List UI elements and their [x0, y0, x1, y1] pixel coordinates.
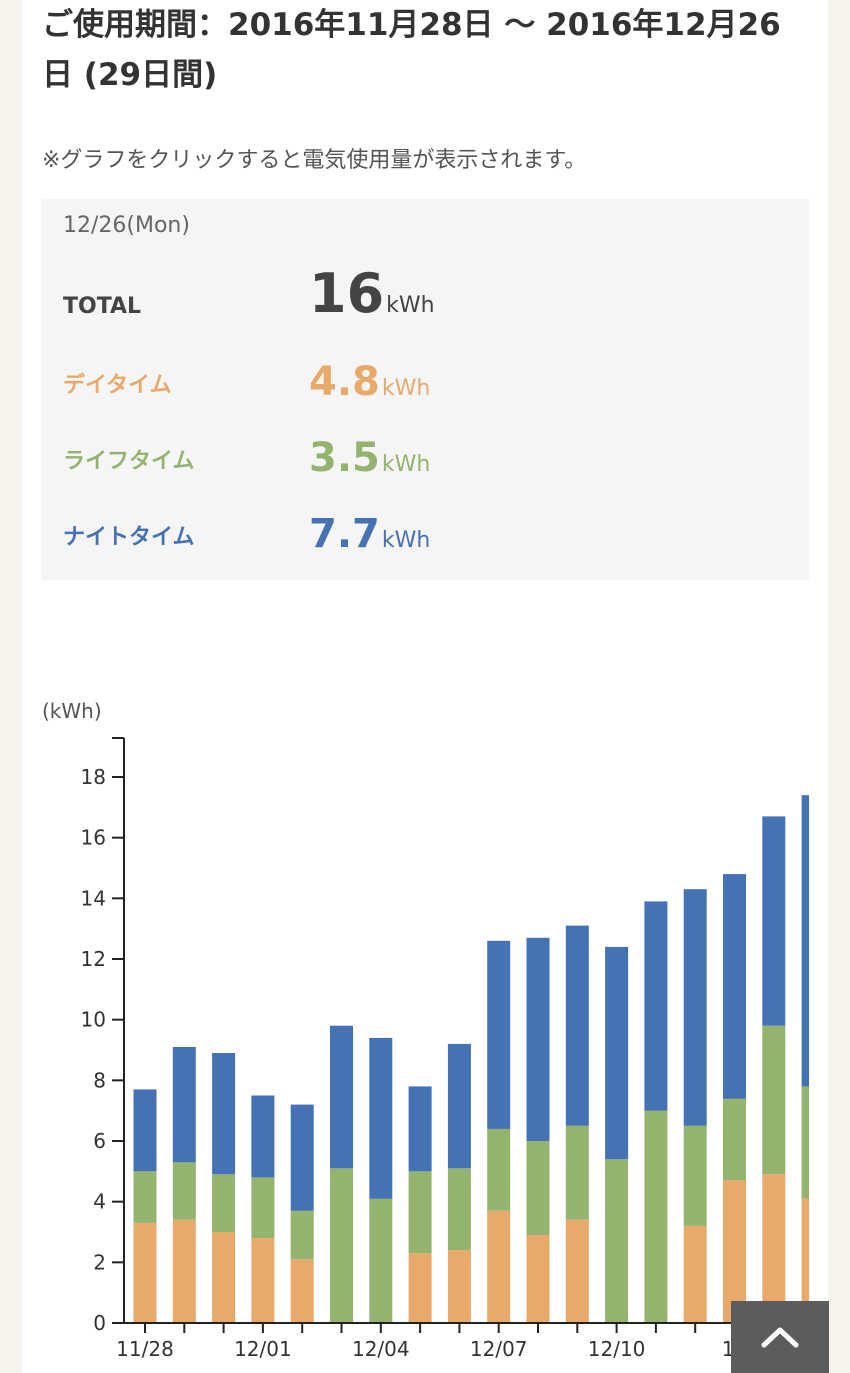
bar-12-01-s0[interactable]: [251, 1238, 275, 1323]
bar-12-15-s1[interactable]: [801, 1086, 825, 1199]
bar-12-08-s2[interactable]: [526, 937, 550, 1141]
bar-12-12-s0[interactable]: [683, 1225, 707, 1323]
usage-chart[interactable]: (kWh) 0 2 4 6 8 10 12 14 16 18 11/28 12/01 12/04 12/0…: [0, 690, 850, 1373]
bar-12-06-s0[interactable]: [447, 1250, 471, 1323]
bar-12-08-s0[interactable]: [526, 1235, 550, 1323]
bar-12-11-s1[interactable]: [644, 1110, 668, 1323]
usage-chart-svg[interactable]: (kWh) 0 2 4 6 8 10 12 14 16 18 11/28 12/01 12/04 12/0…: [0, 690, 850, 1373]
daytime-value: 4.8kWh: [309, 359, 430, 405]
bar-12-07-s2[interactable]: [487, 940, 511, 1129]
selected-date: 12/26(Mon): [63, 213, 190, 238]
y-tick-label-4: 4: [93, 1190, 106, 1214]
total-label: TOTAL: [63, 294, 142, 319]
total-number: 16: [309, 262, 385, 325]
bar-12-04-s1[interactable]: [369, 1198, 393, 1323]
x-tick-label-11-28: 11/28: [116, 1337, 174, 1361]
bar-11-28-s1[interactable]: [133, 1171, 157, 1223]
bar-12-09-s0[interactable]: [565, 1219, 589, 1323]
bar-12-13-s2[interactable]: [723, 874, 746, 1099]
bar-12-13-s1[interactable]: [723, 1098, 746, 1181]
lifetime-row: ライフタイム 3.5kWh: [63, 425, 783, 485]
bar-12-11-s2[interactable]: [644, 901, 668, 1111]
bar-12-14-s2[interactable]: [762, 816, 786, 1026]
bar-12-02-s2[interactable]: [290, 1104, 314, 1211]
y-tick-label-6: 6: [93, 1129, 106, 1153]
y-tick-label-14: 14: [81, 886, 106, 910]
y-tick-label-12: 12: [81, 947, 106, 971]
daytime-label: デイタイム: [63, 373, 172, 398]
bar-12-02-s0[interactable]: [290, 1259, 314, 1323]
y-tick-label-2: 2: [93, 1250, 106, 1274]
bar-12-07-s0[interactable]: [487, 1210, 511, 1323]
bar-12-01-s1[interactable]: [251, 1177, 275, 1239]
bar-12-05-s0[interactable]: [408, 1253, 432, 1323]
usage-summary-panel: 12/26(Mon) TOTAL 16kWh デイタイム 4.8kWh ライフタ…: [41, 199, 809, 580]
bar-12-14-s1[interactable]: [762, 1025, 786, 1175]
y-axis-label: (kWh): [42, 699, 102, 723]
x-tick-label-12-07: 12/07: [470, 1337, 528, 1361]
bar-12-01-s2[interactable]: [251, 1095, 275, 1178]
bar-11-29-s1[interactable]: [172, 1162, 196, 1220]
bar-11-29-s0[interactable]: [172, 1219, 196, 1323]
y-tick-label-18: 18: [81, 765, 106, 789]
bar-11-30-s0[interactable]: [212, 1232, 236, 1323]
bar-12-03-s1[interactable]: [330, 1168, 353, 1323]
bar-11-30-s1[interactable]: [212, 1174, 236, 1232]
nighttime-unit: kWh: [381, 528, 431, 553]
total-value: 16kWh: [309, 262, 435, 325]
y-tick-label-16: 16: [81, 826, 106, 850]
bars-group[interactable]: [133, 795, 825, 1323]
axes-group: 0 2 4 6 8 10 12 14 16 18 11/28 12/01 12/04 12/07 12/10…: [81, 737, 815, 1361]
nighttime-row: ナイトタイム 7.7kWh: [63, 501, 783, 561]
bar-11-29-s2[interactable]: [172, 1047, 196, 1163]
lifetime-number: 3.5: [309, 435, 380, 481]
chart-click-note: ※グラフをクリックすると電気使用量が表示されます。: [42, 148, 587, 173]
bar-12-12-s2[interactable]: [683, 889, 707, 1126]
daytime-row: デイタイム 4.8kWh: [63, 349, 783, 409]
bar-12-13-s0[interactable]: [723, 1180, 746, 1323]
bar-12-07-s1[interactable]: [487, 1128, 511, 1211]
lifetime-unit: kWh: [381, 452, 431, 477]
bar-12-10-s1[interactable]: [605, 1159, 629, 1323]
bar-12-04-s2[interactable]: [369, 1037, 393, 1199]
bar-12-09-s1[interactable]: [565, 1125, 589, 1220]
x-tick-label-12-04: 12/04: [352, 1337, 410, 1361]
nighttime-number: 7.7: [309, 511, 380, 557]
bar-11-30-s2[interactable]: [212, 1053, 236, 1175]
bar-12-12-s1[interactable]: [683, 1125, 707, 1226]
y-tick-label-10: 10: [81, 1008, 106, 1032]
bar-12-05-s2[interactable]: [408, 1086, 432, 1172]
bar-12-15-s2[interactable]: [801, 795, 825, 1087]
lifetime-label: ライフタイム: [63, 449, 195, 474]
total-unit: kWh: [386, 293, 435, 318]
usage-period-title: ご使用期間：2016年11月28日 〜 2016年12月26日 (29日間): [42, 7, 781, 93]
bar-11-28-s0[interactable]: [133, 1222, 157, 1323]
nighttime-value: 7.7kWh: [309, 511, 430, 557]
y-tick-label-8: 8: [93, 1068, 106, 1092]
bar-12-03-s2[interactable]: [330, 1025, 353, 1169]
lifetime-value: 3.5kWh: [309, 435, 430, 481]
x-tick-label-12-10: 12/10: [588, 1337, 646, 1361]
nighttime-label: ナイトタイム: [63, 525, 195, 550]
back-to-top-button[interactable]: [731, 1301, 829, 1373]
bar-12-06-s2[interactable]: [447, 1043, 471, 1169]
chevron-up-icon: [761, 1327, 799, 1348]
total-row: TOTAL 16kWh: [63, 262, 783, 329]
x-tick-label-12-01: 12/01: [234, 1337, 292, 1361]
bar-12-15-s0[interactable]: [801, 1198, 825, 1323]
bar-12-02-s1[interactable]: [290, 1210, 314, 1260]
bar-12-09-s2[interactable]: [565, 925, 589, 1126]
bar-12-10-s2[interactable]: [605, 946, 629, 1160]
daytime-unit: kWh: [381, 376, 431, 401]
y-tick-label-0: 0: [93, 1311, 106, 1335]
bar-12-08-s1[interactable]: [526, 1141, 550, 1235]
bar-12-05-s1[interactable]: [408, 1171, 432, 1254]
bar-12-06-s1[interactable]: [447, 1168, 471, 1251]
bar-11-28-s2[interactable]: [133, 1089, 157, 1172]
daytime-number: 4.8: [309, 359, 380, 405]
bar-12-14-s0[interactable]: [762, 1174, 786, 1323]
